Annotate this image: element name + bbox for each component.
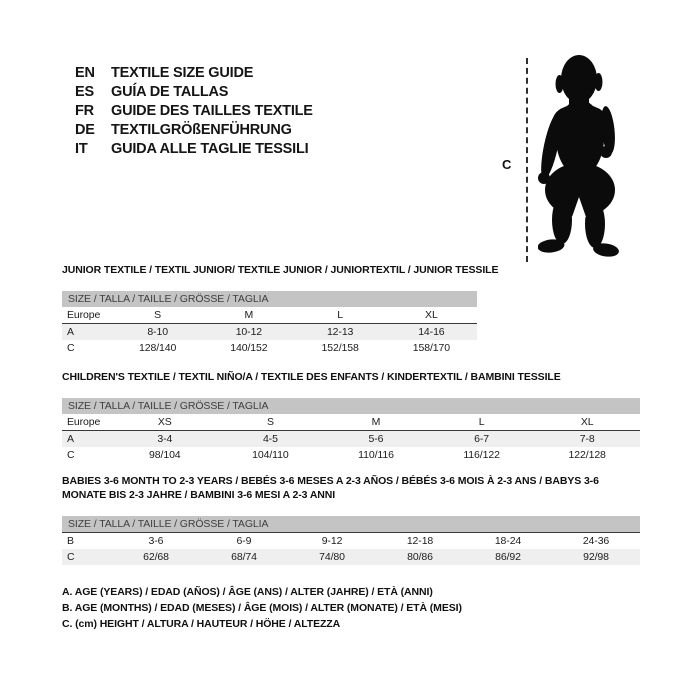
row-label: B <box>67 535 74 547</box>
table-cell: 104/110 <box>252 449 289 461</box>
language-label: GUÍA DE TALLAS <box>111 83 229 100</box>
size-header-cell: SIZE / TALLA / TAILLE / GRÖSSE / TAGLIA <box>62 398 640 414</box>
row-label: A <box>62 323 112 340</box>
table-cell: 74/80 <box>288 549 376 565</box>
children-table-title: CHILDREN'S TEXTILE / TEXTIL NIÑO/A / TEX… <box>62 371 561 383</box>
table-cell: 8-10 <box>112 323 204 340</box>
row-label: C <box>67 449 75 461</box>
language-label: GUIDE DES TAILLES TEXTILE <box>111 102 313 119</box>
language-row-en: EN TEXTILE SIZE GUIDE <box>75 63 313 82</box>
region-label: Europe <box>62 307 112 324</box>
table-cell: 86/92 <box>464 549 552 565</box>
column-header: L <box>294 307 386 324</box>
table-cell: 158/170 <box>412 342 450 354</box>
table-cell: 6-7 <box>428 430 535 447</box>
table-row-c: C 128/140 140/152 152/158 158/170 <box>62 340 477 356</box>
language-label: GUIDA ALLE TAGLIE TESSILI <box>111 140 309 157</box>
table-cell: 62/68 <box>112 549 200 565</box>
table-cell: 122/128 <box>568 449 606 461</box>
babies-size-table: SIZE / TALLA / TAILLE / GRÖSSE / TAGLIA … <box>62 516 640 565</box>
table-cell: 18-24 <box>494 535 522 547</box>
table-cell: 116/122 <box>463 449 500 461</box>
language-code: ES <box>75 83 94 100</box>
table-cell: 98/104 <box>149 449 181 461</box>
column-header-row: Europe XS S M L XL <box>62 414 640 431</box>
size-header-row: SIZE / TALLA / TAILLE / GRÖSSE / TAGLIA <box>62 516 640 533</box>
table-cell: 4-5 <box>217 430 324 447</box>
language-label: TEXTILGRÖßENFÜHRUNG <box>111 121 292 138</box>
table-row-a: A 3-4 4-5 5-6 6-7 7-8 <box>62 430 640 447</box>
babies-table-title: BABIES 3-6 MONTH TO 2-3 YEARS / BEBÉS 3-… <box>62 475 599 501</box>
row-label: A <box>62 430 112 447</box>
table-cell: 92/98 <box>552 549 640 565</box>
table-cell: 10-12 <box>203 323 295 340</box>
language-code: FR <box>75 102 94 119</box>
column-header: XL <box>534 414 640 431</box>
region-label: Europe <box>62 414 112 431</box>
language-code: IT <box>75 140 88 157</box>
column-header: L <box>428 414 535 431</box>
row-label: C <box>67 342 75 354</box>
size-header-cell: SIZE / TALLA / TAILLE / GRÖSSE / TAGLIA <box>62 291 477 307</box>
language-row-de: DE TEXTILGRÖßENFÜHRUNG <box>75 120 313 139</box>
junior-table-section: JUNIOR TEXTILE / TEXTIL JUNIOR/ TEXTILE … <box>62 263 499 356</box>
height-measure-line <box>526 58 528 262</box>
column-header: XS <box>112 414 218 431</box>
row-label: C <box>62 549 112 565</box>
baby-silhouette <box>537 54 628 262</box>
language-label: TEXTILE SIZE GUIDE <box>111 64 254 81</box>
junior-size-table: SIZE / TALLA / TAILLE / GRÖSSE / TAGLIA … <box>62 291 477 356</box>
size-header-cell: SIZE / TALLA / TAILLE / GRÖSSE / TAGLIA <box>62 516 640 533</box>
table-cell: 12-18 <box>406 535 434 547</box>
table-cell: 7-8 <box>534 430 640 447</box>
children-table-section: CHILDREN'S TEXTILE / TEXTIL NIÑO/A / TEX… <box>62 370 640 463</box>
children-size-table: SIZE / TALLA / TAILLE / GRÖSSE / TAGLIA … <box>62 398 640 463</box>
table-cell: 80/86 <box>376 549 464 565</box>
baby-silhouette-icon <box>537 55 619 257</box>
language-row-es: ES GUÍA DE TALLAS <box>75 82 313 101</box>
table-cell: 3-6 <box>148 535 164 547</box>
column-header: M <box>323 414 429 431</box>
table-cell: 5-6 <box>323 430 429 447</box>
language-row-it: IT GUIDA ALLE TAGLIE TESSILI <box>75 139 313 158</box>
table-cell: 152/158 <box>321 342 359 354</box>
language-list: EN TEXTILE SIZE GUIDE ES GUÍA DE TALLAS … <box>75 63 313 158</box>
table-row-a: A 8-10 10-12 12-13 14-16 <box>62 323 477 340</box>
table-cell: 12-13 <box>294 323 386 340</box>
table-row-c: C 62/68 68/74 74/80 80/86 86/92 92/98 <box>62 549 640 565</box>
table-cell: 128/140 <box>138 342 177 354</box>
size-header-row: SIZE / TALLA / TAILLE / GRÖSSE / TAGLIA <box>62 291 477 307</box>
table-cell: 68/74 <box>200 549 288 565</box>
babies-table-section: BABIES 3-6 MONTH TO 2-3 YEARS / BEBÉS 3-… <box>62 474 640 565</box>
column-header: S <box>217 414 324 431</box>
language-code: DE <box>75 121 95 138</box>
footnote-b: B. AGE (MONTHS) / EDAD (MESES) / ÂGE (MO… <box>62 602 462 614</box>
size-header-row: SIZE / TALLA / TAILLE / GRÖSSE / TAGLIA <box>62 398 640 414</box>
table-cell: 24-36 <box>582 535 610 547</box>
table-row-c: C 98/104 104/110 110/116 116/122 122/128 <box>62 447 640 463</box>
column-header: XL <box>385 307 477 324</box>
table-row-b: B 3-6 6-9 9-12 12-18 18-24 24-36 <box>62 533 640 550</box>
table-cell: 14-16 <box>385 323 477 340</box>
language-row-fr: FR GUIDE DES TAILLES TEXTILE <box>75 101 313 120</box>
footnote-c: C. (cm) HEIGHT / ALTURA / HAUTEUR / HÖHE… <box>62 618 341 630</box>
language-code: EN <box>75 64 95 81</box>
table-cell: 110/116 <box>358 449 394 461</box>
footnote-legend: A. AGE (YEARS) / EDAD (AÑOS) / ÂGE (ANS)… <box>62 584 462 632</box>
junior-table-title: JUNIOR TEXTILE / TEXTIL JUNIOR/ TEXTILE … <box>62 264 499 276</box>
footnote-a: A. AGE (YEARS) / EDAD (AÑOS) / ÂGE (ANS)… <box>62 586 433 598</box>
column-header-row: Europe S M L XL <box>62 307 477 324</box>
column-header: M <box>203 307 295 324</box>
table-cell: 140/152 <box>230 342 268 354</box>
height-measure-label: C <box>502 157 512 172</box>
table-cell: 3-4 <box>112 430 218 447</box>
column-header: S <box>112 307 204 324</box>
table-cell: 6-9 <box>236 535 252 547</box>
table-cell: 9-12 <box>321 535 343 547</box>
